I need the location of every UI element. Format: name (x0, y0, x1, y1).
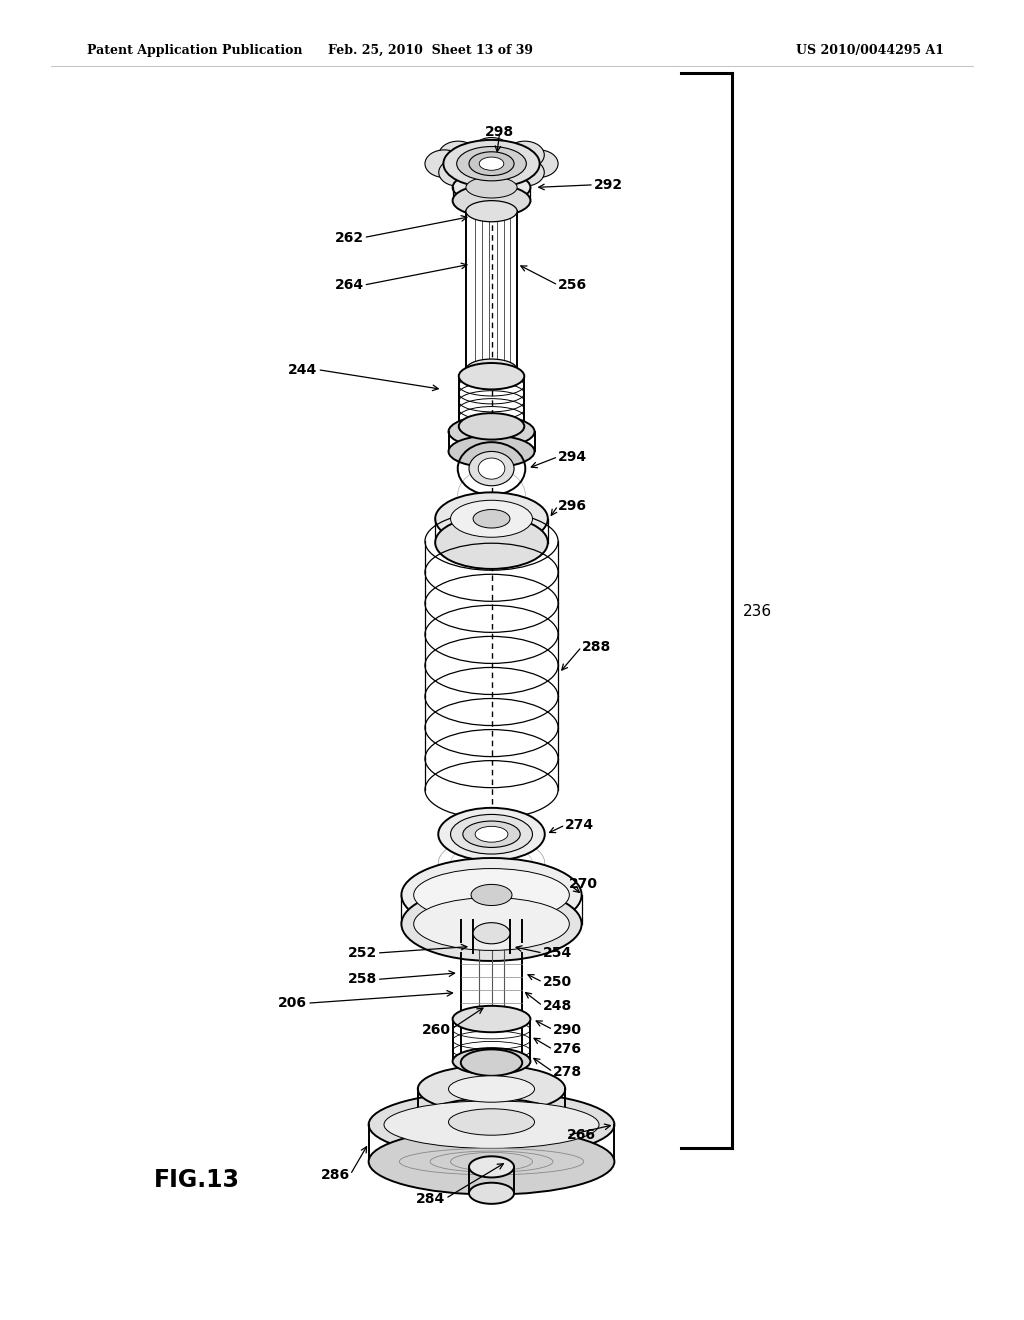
Text: 292: 292 (594, 178, 623, 191)
Text: 260: 260 (422, 1023, 451, 1036)
Text: 252: 252 (347, 946, 377, 960)
Ellipse shape (466, 177, 517, 198)
Ellipse shape (459, 413, 524, 440)
Ellipse shape (469, 451, 514, 486)
Text: 236: 236 (742, 603, 771, 619)
Ellipse shape (451, 500, 532, 537)
Text: 248: 248 (543, 999, 572, 1012)
Ellipse shape (466, 201, 517, 222)
Ellipse shape (506, 158, 545, 186)
Ellipse shape (449, 436, 535, 467)
Ellipse shape (435, 492, 548, 545)
Ellipse shape (451, 814, 532, 854)
Ellipse shape (519, 150, 558, 177)
Text: Patent Application Publication: Patent Application Publication (87, 44, 302, 57)
Ellipse shape (473, 510, 510, 528)
Text: 258: 258 (347, 973, 377, 986)
Ellipse shape (425, 150, 464, 177)
Ellipse shape (438, 141, 477, 169)
Ellipse shape (449, 1076, 535, 1102)
Ellipse shape (438, 158, 477, 186)
Ellipse shape (472, 162, 511, 190)
Text: 264: 264 (335, 279, 364, 292)
Text: 270: 270 (569, 878, 598, 891)
Ellipse shape (369, 1129, 614, 1195)
Ellipse shape (469, 1183, 514, 1204)
Ellipse shape (418, 1098, 565, 1146)
Text: 266: 266 (567, 1129, 596, 1142)
Ellipse shape (453, 1048, 530, 1074)
Text: 294: 294 (558, 450, 587, 463)
Ellipse shape (475, 826, 508, 842)
Ellipse shape (479, 157, 504, 170)
Ellipse shape (466, 359, 517, 380)
Ellipse shape (473, 923, 510, 944)
Ellipse shape (369, 1092, 614, 1158)
Text: 298: 298 (485, 125, 514, 139)
Ellipse shape (449, 416, 535, 447)
Ellipse shape (453, 1006, 530, 1032)
Ellipse shape (384, 1101, 599, 1148)
Text: 284: 284 (416, 1192, 445, 1205)
Ellipse shape (463, 821, 520, 847)
Ellipse shape (414, 869, 569, 921)
Ellipse shape (506, 141, 545, 169)
Ellipse shape (472, 137, 511, 165)
Text: 256: 256 (558, 279, 587, 292)
Ellipse shape (469, 1156, 514, 1177)
Ellipse shape (443, 140, 540, 187)
Text: 274: 274 (565, 818, 594, 832)
Ellipse shape (453, 185, 530, 216)
Text: 296: 296 (558, 499, 587, 512)
Ellipse shape (453, 172, 530, 203)
Ellipse shape (469, 152, 514, 176)
Ellipse shape (471, 884, 512, 906)
Ellipse shape (418, 1065, 565, 1113)
Ellipse shape (459, 363, 524, 389)
Ellipse shape (457, 147, 526, 181)
Text: 250: 250 (543, 975, 571, 989)
Text: FIG.13: FIG.13 (154, 1168, 240, 1192)
Text: US 2010/0044295 A1: US 2010/0044295 A1 (797, 44, 944, 57)
Text: 290: 290 (553, 1023, 582, 1036)
Ellipse shape (435, 516, 548, 569)
Text: 286: 286 (322, 1168, 350, 1181)
Ellipse shape (461, 1049, 522, 1076)
Text: 254: 254 (543, 946, 572, 960)
Text: 278: 278 (553, 1065, 582, 1078)
Ellipse shape (414, 898, 569, 950)
Text: 206: 206 (279, 997, 307, 1010)
Text: 262: 262 (335, 231, 364, 244)
Ellipse shape (401, 887, 582, 961)
Ellipse shape (401, 858, 582, 932)
Text: Feb. 25, 2010  Sheet 13 of 39: Feb. 25, 2010 Sheet 13 of 39 (328, 44, 532, 57)
Ellipse shape (438, 808, 545, 861)
Text: 244: 244 (288, 363, 317, 376)
Ellipse shape (449, 1109, 535, 1135)
Ellipse shape (478, 458, 505, 479)
Text: 276: 276 (553, 1043, 582, 1056)
Text: 288: 288 (582, 640, 611, 653)
